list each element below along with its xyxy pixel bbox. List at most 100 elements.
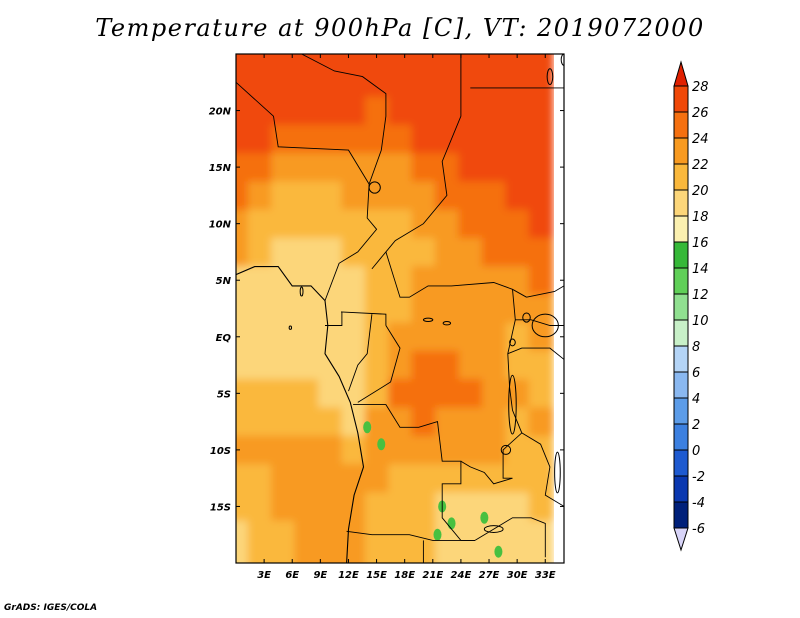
temperature-cell [528, 237, 554, 268]
cool-patch [447, 517, 456, 530]
temperature-cell [341, 96, 367, 127]
temperature-cell [271, 54, 296, 70]
map-frame [235, 53, 565, 564]
temperature-cell [482, 266, 507, 297]
x-tick-label: 12E [338, 570, 359, 581]
temperature-cell [528, 435, 554, 466]
temperature-cell [528, 266, 554, 297]
temperature-cell [364, 266, 390, 297]
temperature-cell [341, 407, 367, 438]
temperature-cell [458, 350, 484, 381]
colorbar-bin [673, 293, 689, 321]
temperature-cell [236, 464, 250, 495]
border-line [348, 314, 373, 392]
grads-credit: GrADS: IGES/COLA [4, 603, 98, 613]
temperature-cell [236, 152, 250, 183]
temperature-cell [482, 322, 507, 353]
temperature-cell [435, 294, 460, 325]
map-panel [236, 54, 564, 563]
temperature-cell [458, 548, 484, 563]
temperature-cell [411, 350, 437, 381]
temperature-cell [388, 435, 414, 466]
temperature-cell [411, 548, 437, 563]
temperature-cell [528, 68, 554, 99]
colorbar-label: 8 [692, 340, 700, 355]
temperature-cell [247, 379, 273, 410]
temperature-cell [236, 520, 250, 551]
colorbar-bin [673, 137, 689, 165]
colorbar-label: 18 [692, 210, 709, 225]
border-line [507, 347, 564, 360]
temperature-cell [505, 492, 531, 523]
colorbar-label: 6 [692, 366, 700, 381]
temperature-cell [528, 379, 554, 410]
temperature-cell [458, 181, 484, 212]
temperature-cell [236, 237, 250, 268]
colorbar-label: 22 [692, 158, 709, 173]
border-line [357, 325, 401, 403]
border-line [236, 81, 370, 185]
temperature-cell [294, 435, 320, 466]
temperature-cell [341, 152, 367, 183]
cool-patch [494, 545, 503, 558]
temperature-cell [294, 96, 320, 127]
temperature-cell [528, 96, 554, 127]
y-tick-label: 5N [216, 276, 232, 287]
temperature-cell [458, 209, 484, 240]
temperature-cell [341, 464, 367, 495]
temperature-cell [388, 294, 414, 325]
border-line [325, 311, 343, 326]
temperature-cell [458, 464, 484, 495]
temperature-cell [341, 237, 367, 268]
temperature-cell [458, 266, 484, 297]
border-line [385, 251, 527, 298]
temperature-cell [271, 294, 296, 325]
border-line [301, 54, 387, 185]
lake-outline [500, 444, 512, 455]
temperature-cell [318, 435, 343, 466]
temperature-cell [247, 209, 273, 240]
temperature-cell [318, 237, 343, 268]
temperature-cell [294, 492, 320, 523]
temperature-cell [482, 152, 507, 183]
temperature-cell [294, 548, 320, 563]
border-line [521, 432, 564, 507]
temperature-cell [482, 96, 507, 127]
cool-patch [480, 511, 489, 524]
temperature-cell [482, 294, 507, 325]
temperature-cell [271, 350, 296, 381]
temperature-cell [318, 379, 343, 410]
temperature-cell [388, 322, 414, 353]
temperature-cell [271, 520, 296, 551]
temperature-cell [318, 548, 343, 563]
temperature-cell [435, 548, 460, 563]
temperature-cell [236, 322, 250, 353]
temperature-cell [482, 124, 507, 155]
temperature-cell [294, 209, 320, 240]
colorbar-label: -2 [692, 470, 705, 485]
temperature-cell [435, 237, 460, 268]
temperature-cell [247, 548, 273, 563]
cool-patch [433, 528, 442, 541]
colorbar-bin [673, 267, 689, 295]
lake-outline [368, 181, 381, 194]
temperature-cell [341, 68, 367, 99]
temperature-cell [482, 520, 507, 551]
temperature-cell [236, 96, 250, 127]
temperature-cell [364, 464, 390, 495]
temperature-cell [482, 68, 507, 99]
x-tick-label: 33E [535, 570, 556, 581]
y-tick-label: 10N [209, 220, 232, 231]
temperature-cell [318, 266, 343, 297]
temperature-cell [236, 350, 250, 381]
temperature-cell [458, 124, 484, 155]
temperature-cell [294, 181, 320, 212]
temperature-cell [271, 322, 296, 353]
temperature-cell [318, 152, 343, 183]
temperature-cell [294, 350, 320, 381]
border-line [340, 311, 387, 326]
colorbar-label: 24 [692, 132, 709, 147]
lake-outline [299, 286, 304, 297]
temperature-cell [482, 181, 507, 212]
y-tick-label: 15S [210, 502, 231, 513]
